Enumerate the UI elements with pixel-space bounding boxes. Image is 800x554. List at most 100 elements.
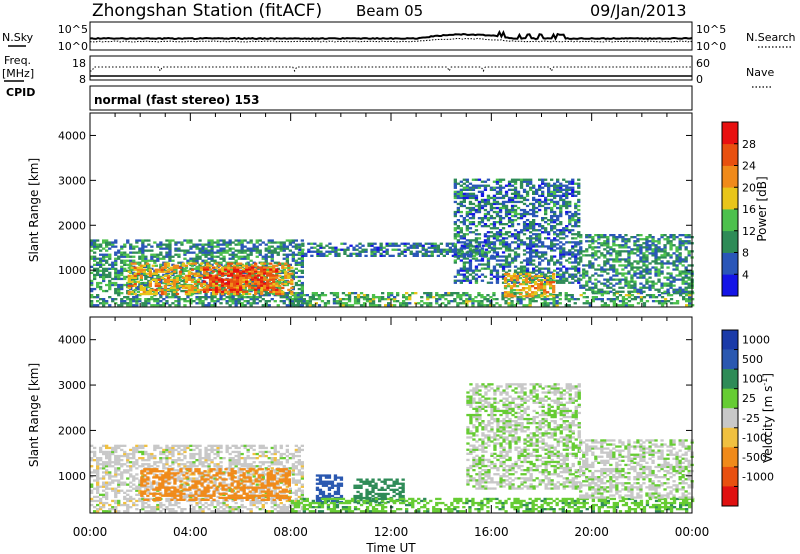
heat-cell — [96, 491, 100, 494]
heat-cell — [540, 278, 544, 282]
heat-cell — [311, 304, 315, 307]
heat-cell — [504, 249, 509, 252]
heat-cell — [477, 300, 481, 303]
heat-cell — [281, 282, 285, 286]
heat-cell — [288, 249, 292, 252]
heat-cell — [544, 206, 548, 210]
heat-cell — [358, 254, 362, 257]
heat-cell — [535, 229, 539, 232]
heat-cell — [117, 289, 121, 293]
heat-cell — [525, 204, 530, 208]
heat-cell — [227, 272, 231, 275]
heat-cell — [577, 182, 581, 185]
heat-cell — [528, 281, 532, 284]
heat-cell — [195, 292, 199, 295]
heat-cell — [481, 254, 486, 257]
heat-cell — [519, 298, 523, 301]
heat-cell — [681, 272, 685, 275]
heat-cell — [290, 300, 294, 303]
heat-cell — [198, 300, 202, 303]
heat-cell — [421, 252, 425, 255]
heat-cell — [96, 485, 100, 488]
heat-cell — [495, 221, 500, 224]
heat-cell — [108, 263, 112, 266]
heat-cell — [132, 304, 136, 307]
heat-cell — [544, 182, 548, 185]
heat-cell — [257, 290, 261, 294]
heat-cell — [507, 298, 511, 301]
heat-cell — [168, 241, 172, 244]
heat-cell — [559, 194, 563, 197]
heat-cell — [672, 268, 676, 271]
heat-cell — [672, 262, 676, 265]
heat-cell — [591, 246, 595, 249]
heat-cell — [213, 300, 217, 303]
heat-cell — [544, 227, 548, 230]
heat-cell — [102, 483, 106, 486]
heat-cell — [263, 282, 267, 285]
heat-cell — [242, 292, 246, 296]
heat-cell — [175, 266, 180, 269]
cpid-text: normal (fast stereo) 153 — [94, 93, 260, 107]
heat-cell — [489, 227, 494, 230]
heat-cell — [294, 263, 298, 266]
heat-cell — [559, 245, 563, 248]
heat-cell — [654, 262, 658, 265]
heat-cell — [96, 285, 100, 289]
heat-cell — [606, 292, 610, 295]
heat-cell — [559, 251, 563, 254]
heat-cell — [570, 296, 574, 299]
heat-cell — [344, 298, 349, 301]
heat-cell — [133, 292, 137, 296]
heat-cell — [507, 231, 512, 234]
heat-cell — [269, 290, 273, 293]
heat-cell — [216, 239, 220, 242]
heat-cell — [245, 276, 249, 279]
heat-cell — [261, 255, 265, 258]
heat-cell — [615, 270, 619, 273]
heat-cell — [193, 282, 198, 286]
heat-cell — [242, 280, 246, 283]
heat-cell — [537, 294, 541, 297]
heat-cell — [615, 256, 619, 259]
heat-cell — [144, 300, 148, 303]
heat-cell — [663, 290, 667, 293]
heat-cell — [541, 186, 545, 189]
heat-cell — [90, 491, 94, 494]
heat-cell — [199, 274, 204, 277]
heat-cell — [266, 278, 270, 281]
heat-cell — [618, 286, 622, 289]
heat-cell — [525, 271, 530, 274]
heat-cell — [639, 300, 644, 303]
heat-cell — [654, 240, 658, 243]
heat-cell — [240, 239, 244, 242]
heat-cell — [111, 265, 115, 268]
heat-cell — [471, 271, 476, 274]
heat-cell — [352, 252, 356, 255]
heat-cell — [456, 292, 460, 295]
heat-cell — [642, 252, 646, 255]
heat-cell — [503, 276, 508, 280]
heat-cell — [559, 263, 563, 266]
heat-cell — [123, 259, 127, 262]
heat-cell — [448, 242, 452, 245]
heat-cell — [248, 268, 252, 271]
heat-cell — [538, 204, 542, 208]
heat-cell — [96, 273, 100, 277]
heat-cell — [126, 302, 130, 305]
heat-cell — [483, 251, 488, 254]
heat-cell — [96, 487, 100, 490]
heat-cell — [117, 479, 121, 482]
heat-cell — [535, 214, 539, 218]
heat-cell — [275, 272, 279, 275]
heat-cell — [254, 264, 258, 267]
heat-cell — [99, 459, 103, 462]
heat-cell — [645, 280, 649, 283]
heat-cell — [612, 292, 616, 295]
heat-cell — [132, 255, 136, 258]
heat-cell — [142, 270, 146, 273]
heat-cell — [687, 250, 691, 253]
heat-cell — [639, 250, 643, 253]
heat-cell — [102, 253, 106, 256]
heat-cell — [304, 254, 308, 257]
